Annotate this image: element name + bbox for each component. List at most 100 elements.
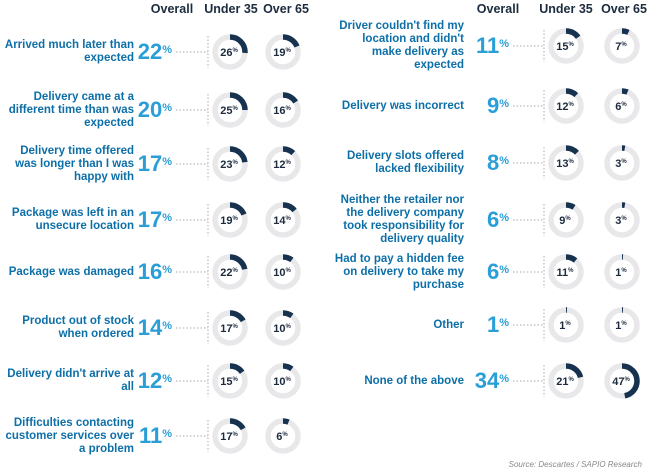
ring-under35: 21% [548,363,584,399]
ring-under35-value: 17% [220,431,238,443]
row-label: Delivery came at a different time than w… [8,90,134,129]
ring-over65-arc [265,92,301,128]
ring-over65: 3% [604,145,640,181]
ring-under35-arc [548,363,584,399]
ring-over65-value: 1% [615,320,627,332]
overall-number: 17 [137,207,163,232]
ring-over65-arc [604,145,640,181]
percent-sign: % [499,155,509,167]
ring-over65-arc [604,88,640,124]
ring-over65: 10% [265,254,301,290]
header-overall-left: Overall [150,2,194,16]
ring-over65-arc [265,310,301,346]
row-label: Other [433,318,464,331]
overall-number: 11 [475,33,500,58]
overall-value: 6% [463,260,509,284]
header-over65-left: Over 65 [263,2,309,16]
ring-under35-value: 15% [556,41,574,53]
percent-sign: % [499,38,509,50]
ring-under35: 15% [212,363,248,399]
ring-over65: 7% [604,28,640,64]
overall-value: 11% [463,34,509,58]
ring-under35-arc [212,34,248,70]
overall-number: 34 [474,368,500,393]
ring-over65: 16% [265,92,301,128]
ring-over65: 6% [604,88,640,124]
ring-under35: 22% [212,254,248,290]
ring-over65-value: 10% [273,267,291,279]
ring-under35: 9% [548,202,584,238]
overall-number: 17 [137,151,163,176]
ring-under35-value: 21% [556,376,574,388]
ring-under35: 17% [212,310,248,346]
ring-under35-arc [212,202,248,238]
row-label: Package was left in an unsecure location [11,207,134,232]
overall-number: 6 [486,259,500,284]
overall-value: 34% [463,369,509,393]
ring-over65-arc [604,363,640,399]
ring-over65: 12% [265,146,301,182]
ring-under35: 19% [212,202,248,238]
overall-number: 16 [137,259,163,284]
ring-over65-arc [265,202,301,238]
ring-over65-arc [604,254,640,290]
ring-under35-arc [212,146,248,182]
ring-under35-value: 9% [559,215,571,227]
ring-over65: 10% [265,363,301,399]
overall-number: 8 [486,150,500,175]
percent-sign: % [162,212,172,224]
ring-under35: 17% [212,418,248,454]
overall-value: 8% [463,151,509,175]
ring-over65: 10% [265,310,301,346]
row-label: Product out of stock when ordered [22,315,134,340]
ring-over65-arc [604,307,640,343]
ring-over65-arc [265,34,301,70]
ring-under35-value: 1% [559,320,571,332]
ring-under35: 25% [212,92,248,128]
overall-value: 22% [126,40,172,64]
percent-sign: % [499,98,509,110]
ring-over65-value: 1% [615,267,627,279]
header-over65-right: Over 65 [601,2,647,16]
ring-over65-value: 6% [276,431,288,443]
overall-number: 22 [137,39,163,64]
row-label: Delivery was incorrect [341,99,464,112]
overall-value: 6% [463,208,509,232]
ring-over65-value: 3% [615,158,627,170]
ring-under35: 23% [212,146,248,182]
row-label: Delivery didn't arrive at all [7,368,134,393]
ring-under35-arc [212,92,248,128]
ring-under35: 26% [212,34,248,70]
ring-under35-value: 11% [557,267,575,279]
ring-under35-arc [212,254,248,290]
row-label: Had to pay a hidden fee on delivery to t… [334,252,464,291]
ring-under35-value: 25% [220,105,238,117]
percent-sign: % [162,44,172,56]
ring-over65-value: 19% [273,47,291,59]
ring-over65-arc [265,146,301,182]
ring-under35: 15% [548,28,584,64]
percent-sign: % [162,428,172,440]
overall-value: 1% [463,313,509,337]
ring-over65-value: 3% [615,215,627,227]
overall-value: 17% [126,208,172,232]
ring-over65: 1% [604,307,640,343]
overall-value: 20% [126,98,172,122]
ring-over65: 3% [604,202,640,238]
ring-under35: 1% [548,307,584,343]
overall-number: 6 [486,207,500,232]
ring-over65: 19% [265,34,301,70]
row-label: Delivery time offered was longer than I … [15,144,134,183]
ring-under35-arc [548,202,584,238]
ring-over65-value: 14% [273,215,291,227]
ring-under35-value: 13% [556,158,574,170]
percent-sign: % [162,102,172,114]
overall-value: 16% [126,260,172,284]
ring-over65: 14% [265,202,301,238]
overall-number: 14 [137,315,163,340]
ring-over65-value: 16% [273,105,291,117]
percent-sign: % [499,317,509,329]
row-label: Difficulties contacting customer service… [5,416,135,455]
ring-under35-value: 26% [220,47,238,59]
ring-under35-arc [548,28,584,64]
